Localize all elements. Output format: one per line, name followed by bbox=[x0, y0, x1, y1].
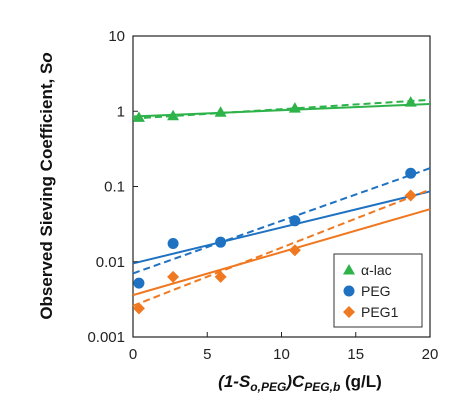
data-point bbox=[288, 244, 301, 257]
data-point bbox=[404, 96, 417, 107]
fit-lines bbox=[132, 98, 431, 307]
x-tick-label: 10 bbox=[273, 346, 290, 363]
legend-label: PEG1 bbox=[361, 304, 399, 320]
legend: α-lac PEG PEG1 bbox=[333, 253, 423, 328]
fit-line-solid bbox=[132, 208, 431, 297]
x-tick-label: 20 bbox=[422, 346, 439, 363]
data-point bbox=[405, 167, 417, 179]
y-tick-label: 0.001 bbox=[87, 329, 125, 346]
data-point bbox=[214, 106, 227, 117]
y-tick-label: 10 bbox=[108, 28, 125, 45]
fit-line-dashed bbox=[132, 98, 431, 120]
data-markers bbox=[132, 96, 417, 315]
data-point bbox=[404, 189, 417, 202]
data-point bbox=[132, 302, 145, 315]
x-tick-label: 15 bbox=[347, 346, 364, 363]
fit-line-dashed bbox=[132, 167, 431, 275]
data-point bbox=[132, 111, 145, 122]
data-point bbox=[288, 102, 301, 113]
x-tick-label: 5 bbox=[203, 346, 211, 363]
y-tick-label: 1 bbox=[117, 103, 125, 120]
legend-marker bbox=[343, 264, 355, 275]
fit-line-solid bbox=[132, 190, 431, 265]
data-point bbox=[133, 277, 145, 289]
data-point bbox=[215, 236, 227, 248]
legend-marker bbox=[343, 306, 355, 318]
legend-marker bbox=[343, 285, 355, 297]
data-point bbox=[289, 215, 301, 227]
y-tick-label: 0.01 bbox=[96, 254, 125, 271]
legend-label: α-lac bbox=[361, 262, 392, 278]
x-tick-label: 0 bbox=[129, 346, 137, 363]
data-point bbox=[167, 109, 180, 121]
data-point bbox=[167, 270, 180, 283]
x-axis-title: (1-So,PEG)CPEG,b (g/L) bbox=[218, 372, 382, 394]
data-point bbox=[167, 237, 179, 249]
axes: 0 5 10 15 20 0.001 0.01 0.1 1 10 bbox=[87, 28, 438, 363]
y-axis-title: Observed Sieving Coefficient, So bbox=[37, 52, 56, 319]
data-point bbox=[214, 270, 227, 283]
fit-line-dashed bbox=[132, 188, 431, 307]
legend-label: PEG bbox=[361, 283, 391, 299]
y-tick-label: 0.1 bbox=[104, 179, 125, 196]
